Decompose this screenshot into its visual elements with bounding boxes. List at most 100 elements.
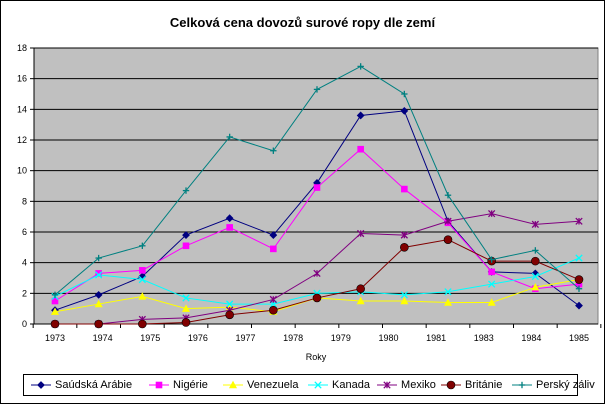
data-point-6-5: [270, 147, 277, 154]
x-tick-label: 1977: [236, 333, 256, 343]
y-tick-label: 10: [17, 166, 27, 176]
legend-marker: [155, 381, 163, 389]
data-point-0-8: [400, 106, 409, 115]
legend-marker: [383, 381, 391, 389]
legend-label: Saúdská Arábie: [52, 379, 133, 391]
legend-label: Venezuela: [244, 379, 299, 391]
data-point-2-7: [356, 296, 365, 305]
y-tick-label: 8: [22, 196, 27, 206]
x-tick-label: 1974: [93, 333, 113, 343]
legend-swatch: [149, 381, 169, 389]
x-tick-label: 1976: [188, 333, 208, 343]
legend-label: Británie: [462, 379, 503, 391]
x-axis-label: Roky: [306, 352, 327, 362]
data-point-2-1: [94, 299, 103, 308]
data-point-2-11: [531, 282, 540, 291]
y-tick-label: 12: [17, 135, 27, 145]
data-point-5-11: [531, 256, 540, 266]
data-point-6-9: [444, 192, 452, 199]
chart-title: Celková cena dovozů surové ropy dle zemí: [169, 15, 436, 30]
data-point-1-0: [51, 297, 59, 305]
data-point-5-1: [94, 319, 103, 329]
data-point-4-5: [269, 295, 277, 304]
data-point-6-4: [226, 133, 233, 141]
data-point-5-0: [50, 319, 60, 329]
data-point-6-0: [51, 291, 59, 299]
data-point-0-1: [94, 290, 103, 299]
data-point-1-5: [270, 245, 277, 253]
data-point-0-7: [356, 111, 365, 120]
legend-swatch: [31, 381, 51, 390]
data-point-2-9: [443, 298, 453, 306]
legend-swatch: [441, 380, 461, 390]
x-tick-label: 1978: [283, 333, 303, 343]
data-point-4-11: [531, 220, 539, 228]
legend-item: Saúdská Arábie: [30, 378, 132, 392]
y-tick-label: 2: [22, 288, 27, 298]
data-point-2-3: [181, 304, 191, 312]
x-tick-label: 1979: [331, 333, 351, 343]
data-point-6-11: [532, 247, 539, 254]
legend-marker: [518, 381, 526, 389]
y-tick-label: 6: [22, 227, 27, 237]
data-point-5-8: [400, 243, 409, 252]
data-point-3-4: [226, 300, 234, 308]
data-point-1-4: [226, 224, 233, 231]
data-point-0-3: [182, 231, 190, 239]
data-point-1-8: [401, 185, 408, 193]
data-point-6-10: [488, 256, 495, 263]
legend-item: Kanada: [307, 378, 370, 392]
legend-label: Perský záliv: [533, 379, 595, 391]
data-point-2-0: [50, 307, 60, 315]
x-tick-label: 1984: [521, 333, 541, 343]
data-point-1-3: [182, 242, 190, 250]
y-tick-label: 16: [17, 74, 27, 84]
x-tick-label: 1981: [426, 333, 446, 343]
y-tick-label: 18: [17, 43, 27, 53]
data-point-0-4: [225, 214, 234, 223]
data-point-4-12: [575, 217, 583, 225]
data-point-3-2: [138, 275, 146, 284]
legend-item: Perský záliv: [511, 378, 595, 392]
x-tick-label: 1980: [378, 333, 398, 343]
legend-swatch: [512, 381, 532, 389]
x-tick-label: 1973: [45, 333, 65, 343]
data-point-1-10: [488, 268, 495, 276]
data-point-0-5: [269, 231, 278, 239]
legend-marker: [37, 381, 45, 390]
legend-swatch: [377, 381, 397, 389]
legend-swatch: [223, 380, 243, 389]
x-tick-label: 1975: [140, 333, 160, 343]
legend-swatch: [308, 381, 328, 389]
data-point-6-7: [357, 63, 364, 70]
legend-item: Venezuela: [222, 378, 298, 392]
x-tick-label: 1985: [569, 333, 589, 343]
legend-marker: [314, 381, 322, 389]
data-point-5-5: [269, 305, 278, 315]
data-point-3-11: [531, 272, 539, 281]
data-point-5-9: [443, 235, 453, 244]
data-point-1-2: [139, 267, 146, 274]
data-point-6-6: [313, 86, 321, 93]
data-point-4-6: [313, 269, 321, 278]
data-point-6-2: [139, 242, 146, 249]
data-point-3-8: [400, 291, 408, 299]
data-point-6-1: [95, 254, 102, 262]
data-point-1-6: [313, 184, 321, 191]
data-point-5-6: [312, 293, 322, 303]
legend-label: Kanada: [329, 379, 370, 391]
legend-marker: [228, 380, 238, 389]
data-point-3-3: [182, 294, 190, 302]
data-point-2-10: [487, 298, 496, 306]
legend-label: Mexiko: [398, 379, 436, 391]
y-tick-label: 0: [22, 319, 27, 329]
legend-item: Británie: [440, 378, 502, 392]
data-point-3-10: [488, 280, 496, 288]
y-tick-label: 14: [17, 104, 27, 114]
data-point-3-12: [575, 254, 583, 262]
data-point-5-12: [574, 275, 584, 284]
legend-marker: [446, 380, 456, 390]
data-point-1-1: [95, 270, 102, 277]
data-point-5-2: [138, 319, 147, 329]
